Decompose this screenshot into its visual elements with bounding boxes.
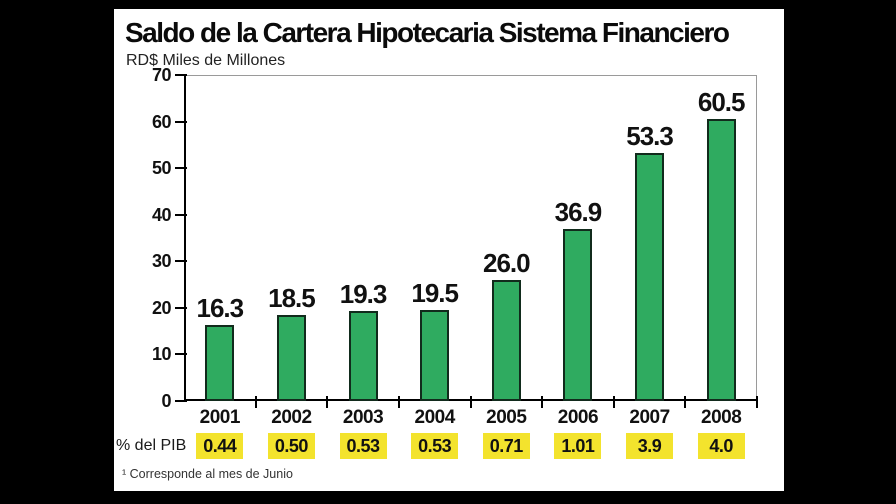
bar bbox=[276, 314, 306, 401]
bar bbox=[706, 119, 736, 401]
x-year-label: 2003 bbox=[342, 407, 384, 428]
x-year-label: 2004 bbox=[414, 407, 456, 428]
pib-value-box: 4.0 bbox=[697, 433, 745, 459]
pib-value-box: 3.9 bbox=[626, 433, 674, 459]
y-tick-label: 20 bbox=[151, 297, 172, 318]
x-year-label: 2007 bbox=[629, 407, 670, 428]
y-tick-label: 60 bbox=[151, 111, 172, 132]
x-year-label: 2006 bbox=[557, 407, 599, 428]
pib-value-box: 0.53 bbox=[339, 433, 387, 459]
x-axis-tick bbox=[612, 396, 615, 408]
y-tick-label: 0 bbox=[161, 391, 171, 411]
bar-value-label: 16.3 bbox=[196, 293, 245, 324]
bar-value-label: 60.5 bbox=[697, 87, 746, 118]
bar-value-label: 18.5 bbox=[268, 282, 316, 313]
bar bbox=[635, 152, 665, 401]
pib-value-box: 0.50 bbox=[267, 433, 315, 459]
y-axis-tick bbox=[175, 306, 187, 309]
bar bbox=[420, 310, 450, 401]
y-axis-tick bbox=[175, 353, 187, 356]
x-axis-tick bbox=[684, 396, 687, 408]
bar bbox=[491, 279, 521, 401]
bar-value-label: 26.0 bbox=[483, 247, 531, 278]
bar bbox=[348, 311, 378, 401]
y-axis-tick bbox=[175, 400, 187, 402]
y-axis-tick bbox=[175, 213, 187, 216]
bar bbox=[563, 229, 593, 401]
x-axis-tick bbox=[326, 396, 329, 408]
bar-value-label: 36.9 bbox=[554, 197, 603, 228]
pib-row-label: % del PIB bbox=[116, 437, 187, 454]
x-year-label: 2008 bbox=[701, 407, 742, 428]
bar-value-label: 19.5 bbox=[411, 278, 459, 309]
y-tick-label: 30 bbox=[151, 251, 172, 272]
y-tick-label: 70 bbox=[151, 65, 172, 85]
x-axis-tick bbox=[397, 396, 400, 408]
x-year-label: 2001 bbox=[199, 407, 241, 428]
x-year-label: 2005 bbox=[486, 407, 527, 428]
chart-subtitle: RD$ Miles de Millones bbox=[126, 52, 286, 69]
pib-value-box: 0.53 bbox=[411, 433, 459, 459]
pib-value-box: 1.01 bbox=[554, 433, 602, 459]
y-axis-tick bbox=[175, 167, 187, 170]
footnote: ¹ Corresponde al mes de Junio bbox=[122, 467, 293, 481]
bar bbox=[205, 325, 235, 401]
x-axis-tick bbox=[469, 396, 472, 408]
x-axis-tick bbox=[756, 396, 758, 408]
chart-layer: 0 10 20 30 40 50 60 70 16.3 2001 0.44 18.5 2002 0.50 1… bbox=[114, 9, 784, 491]
bar-value-label: 53.3 bbox=[626, 120, 674, 151]
y-tick-label: 50 bbox=[151, 158, 172, 179]
y-axis-tick bbox=[175, 120, 187, 123]
y-axis-tick bbox=[175, 74, 187, 76]
x-axis-tick bbox=[254, 396, 257, 408]
pib-value-box: 0.44 bbox=[196, 433, 244, 459]
y-tick-label: 40 bbox=[151, 204, 172, 225]
pib-value-box: 0.71 bbox=[482, 433, 530, 459]
y-axis-tick bbox=[175, 260, 187, 263]
x-year-label: 2002 bbox=[271, 407, 312, 428]
x-axis-tick bbox=[541, 396, 544, 408]
chart-title: Saldo de la Cartera Hipotecaria Sistema … bbox=[125, 17, 730, 48]
bar-value-label: 19.3 bbox=[339, 279, 388, 310]
y-tick-label: 10 bbox=[151, 344, 172, 365]
slide-panel: Saldo de la Cartera Hipotecaria Sistema … bbox=[114, 9, 784, 491]
